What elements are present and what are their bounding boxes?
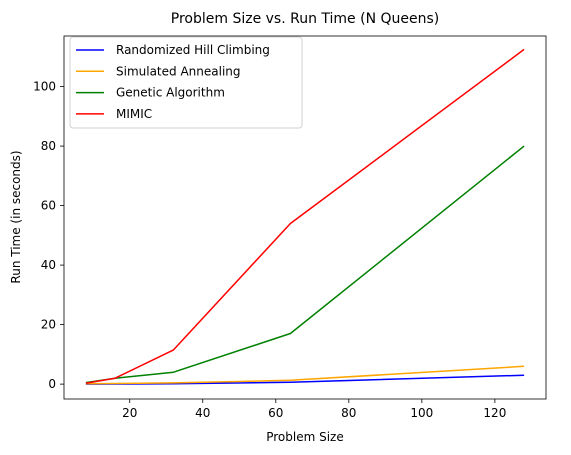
y-axis-label: Run Time (in seconds) (9, 150, 23, 283)
x-tick-label: 20 (122, 406, 137, 420)
y-tick-label: 20 (41, 318, 56, 332)
legend-label-simulated-annealing: Simulated Annealing (116, 64, 241, 78)
y-tick-label: 100 (33, 80, 56, 94)
y-tick-label: 40 (41, 258, 56, 272)
series-line-mimic (85, 48, 525, 384)
x-tick-label: 80 (341, 406, 356, 420)
x-tick-label: 40 (195, 406, 210, 420)
x-axis: 20 40 60 80 100 120 (122, 399, 506, 420)
x-tick-label: 120 (483, 406, 506, 420)
y-tick-label: 0 (48, 377, 56, 391)
legend-label-randomized-hill-climbing: Randomized Hill Climbing (116, 43, 270, 57)
chart-title: Problem Size vs. Run Time (N Queens) (171, 11, 440, 27)
plot-frame (63, 35, 547, 400)
legend-label-mimic: MIMIC (116, 107, 152, 121)
legend-label-genetic-algorithm: Genetic Algorithm (116, 86, 225, 100)
x-tick-label: 100 (410, 406, 433, 420)
legend-box (69, 36, 303, 129)
y-tick-label: 80 (41, 139, 56, 153)
x-axis-label: Problem Size (266, 430, 344, 444)
series-line-simulated-annealing (85, 365, 525, 385)
legend: Randomized Hill Climbing Simulated Anneal… (69, 36, 303, 129)
y-axis: 0 20 40 60 80 100 (33, 80, 64, 391)
x-tick-label: 60 (268, 406, 283, 420)
series-lines (85, 48, 525, 385)
y-tick-label: 60 (41, 199, 56, 213)
